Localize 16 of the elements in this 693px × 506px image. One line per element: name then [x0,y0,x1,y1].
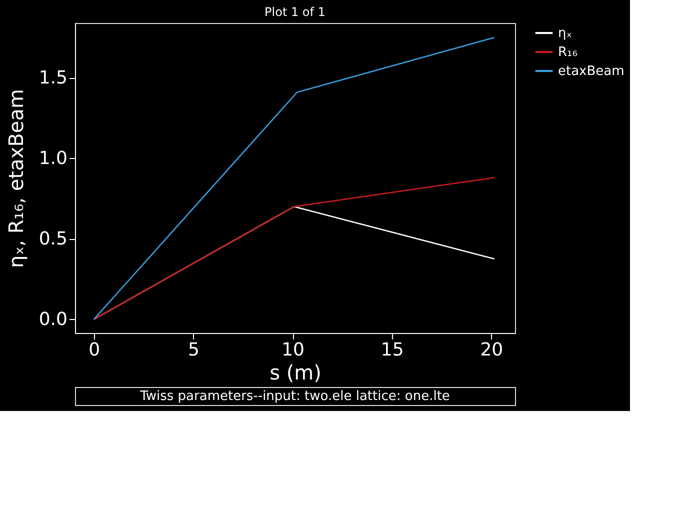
y-tick-label: 1.5 [38,67,68,88]
x-tick-label: 10 [282,340,304,360]
chart-title: Plot 1 of 1 [264,5,326,19]
legend-label: R₁₆ [558,45,578,60]
x-tick-label: 5 [188,340,200,360]
x-tick-label: 20 [480,340,504,360]
legend-label: etaxBeam [558,64,624,79]
text: Twiss parameters--input: two.ele lattice: one.lte [139,389,450,404]
y-tick-label: 0.0 [38,308,68,330]
y-tick-label: 1.0 [38,148,68,169]
y-axis-title: ηₓ, R₁₆, etaxBeam [4,89,28,268]
x-tick-label: 0 [88,340,100,360]
legend-label: ηₓ [558,26,572,41]
y-tick-label: 0.5 [38,228,68,250]
x-axis-title: s (m) [270,360,322,384]
x-tick-label: 15 [380,340,404,360]
